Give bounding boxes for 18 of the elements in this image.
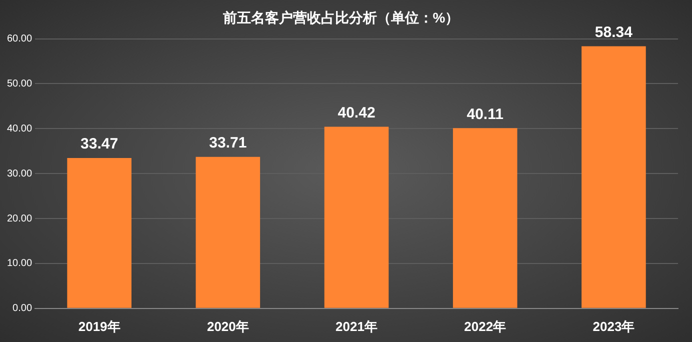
y-tick-label: 40.00 <box>6 123 32 134</box>
x-tick-label: 2023年 <box>592 318 635 334</box>
y-tick-label: 10.00 <box>6 258 32 270</box>
y-tick-label: 0.00 <box>12 303 32 314</box>
y-tick-label: 60.00 <box>6 34 32 45</box>
y-tick-label: 20.00 <box>6 213 32 224</box>
data-label: 40.42 <box>338 104 376 122</box>
data-label: 40.11 <box>466 106 504 123</box>
y-tick-label: 50.00 <box>6 78 32 90</box>
y-tick-label: 30.00 <box>6 168 32 180</box>
x-tick-label: 2021年 <box>336 318 378 334</box>
x-tick-label: 2022年 <box>464 318 506 334</box>
chart-title: 前五名客户营收占比分析（单位：%） <box>222 9 460 26</box>
x-tick-label: 2020年 <box>206 318 249 334</box>
data-label: 33.47 <box>80 136 118 153</box>
data-label: 58.34 <box>594 24 634 41</box>
x-tick-label: 2019年 <box>78 318 120 334</box>
data-label: 33.71 <box>209 134 247 152</box>
